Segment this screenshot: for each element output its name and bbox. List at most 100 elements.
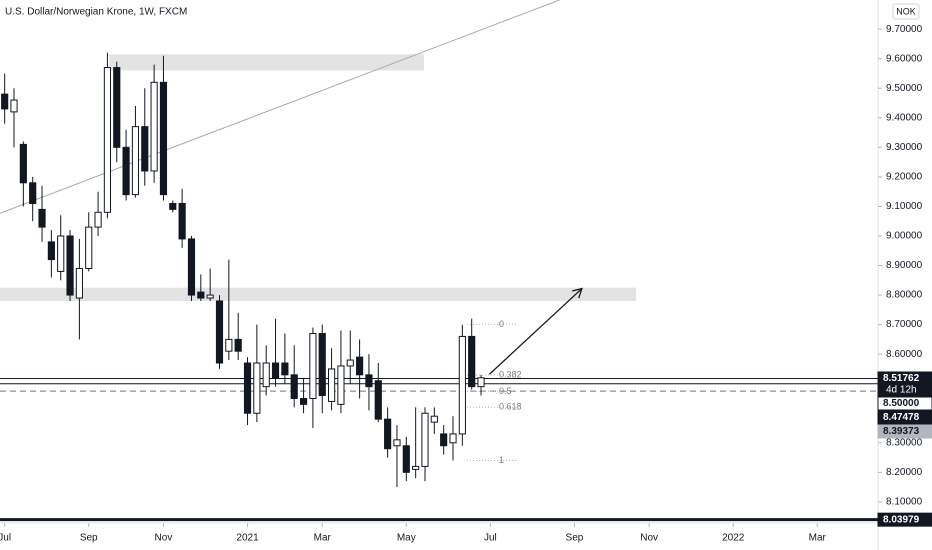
y-tick-label: 9.50000: [886, 83, 923, 94]
y-tick-label: 9.00000: [886, 231, 923, 242]
candle-body: [197, 291, 205, 299]
candle-body: [243, 362, 252, 414]
y-tick-label: 8.90000: [886, 260, 923, 271]
x-tick-label: Sep: [566, 533, 584, 544]
candle-body: [10, 99, 18, 113]
candle-body: [318, 332, 326, 397]
price-label-box: [877, 396, 932, 411]
y-tick-label: 8.20000: [886, 467, 923, 478]
y-tick-label: 9.60000: [886, 53, 923, 64]
candle-body: [253, 362, 261, 414]
candle-body: [225, 338, 233, 352]
price-label-box: [877, 371, 932, 397]
countdown-label: 4d 12h: [886, 385, 917, 396]
candle-body: [430, 415, 438, 423]
candle-body: [412, 465, 420, 470]
candle-body: [187, 238, 196, 296]
fib-label: 0.5: [499, 386, 512, 396]
candle-body: [299, 397, 308, 405]
candle-body: [29, 182, 37, 204]
price-label: 8.39373: [883, 426, 920, 437]
trendline: [0, 0, 560, 214]
y-tick-label: 8.80000: [886, 290, 923, 301]
x-tick-label: 2022: [722, 533, 745, 544]
currency-label: NOK: [896, 6, 916, 16]
candle-body: [141, 126, 149, 172]
candle-body: [346, 359, 354, 367]
zone: [109, 54, 425, 71]
y-tick-label: 9.10000: [886, 201, 923, 212]
fib-label: 0: [499, 319, 504, 329]
fib-label: 1: [499, 455, 504, 465]
candle-body: [281, 362, 289, 376]
fib-label: 0.618: [499, 402, 522, 412]
y-tick-label: 9.20000: [886, 172, 923, 183]
candle-body: [421, 412, 429, 467]
candle-body: [271, 362, 280, 379]
candle-body: [113, 67, 121, 148]
candle-body: [384, 418, 392, 450]
candle-body: [374, 380, 382, 420]
candle-body: [262, 362, 270, 388]
candle-body: [159, 81, 168, 196]
candle-body: [468, 335, 476, 388]
x-tick-label: Nov: [640, 533, 658, 544]
candle-body: [290, 374, 298, 399]
price-label: 8.03979: [883, 514, 920, 525]
candle-body: [19, 143, 27, 184]
candle-body: [356, 356, 364, 376]
chart-title: U.S. Dollar/Norwegian Krone, 1W, FXCM: [5, 7, 187, 18]
candle-body: [75, 267, 83, 299]
candle-body: [57, 235, 65, 272]
price-label-box: [877, 410, 932, 425]
price-label-box: [877, 424, 932, 439]
y-tick-label: 9.30000: [886, 142, 923, 153]
x-tick-label: Jul: [0, 533, 11, 544]
y-tick-label: 9.40000: [886, 112, 923, 123]
candle-body: [337, 365, 345, 405]
price-label: 8.47478: [883, 412, 920, 423]
currency-box[interactable]: [892, 3, 920, 20]
candle-body: [150, 81, 158, 172]
candle-body: [94, 211, 102, 228]
fib-label: 0.382: [499, 370, 522, 380]
candle-body: [103, 67, 111, 213]
candle-body: [206, 294, 214, 299]
candle-body: [328, 368, 336, 402]
price-label: 8.51762: [883, 373, 920, 384]
candle-body: [131, 126, 140, 196]
candle-body: [47, 241, 55, 261]
x-tick-label: Jul: [484, 533, 497, 544]
candle-body: [365, 374, 373, 388]
candle-body: [234, 338, 242, 352]
x-tick-label: Mar: [314, 533, 332, 544]
candle-body: [477, 377, 485, 388]
candle-body: [66, 235, 74, 296]
candle-body: [122, 146, 130, 196]
y-tick-label: 8.30000: [886, 437, 923, 448]
price-label-box: [877, 512, 932, 527]
candle-body: [1, 93, 9, 110]
candle-body: [215, 300, 224, 364]
candle-body: [85, 226, 93, 269]
candle-body: [402, 445, 410, 473]
y-tick-label: 8.70000: [886, 319, 923, 330]
arrow: [488, 288, 583, 375]
x-tick-label: Nov: [155, 533, 173, 544]
x-tick-label: Sep: [80, 533, 98, 544]
candle-body: [309, 332, 317, 399]
price-label: 8.50000: [883, 398, 920, 409]
y-tick-label: 9.70000: [886, 24, 923, 35]
y-tick-label: 8.60000: [886, 349, 923, 360]
y-tick-label: 8.10000: [886, 497, 923, 508]
x-tick-label: May: [397, 533, 416, 544]
zone: [0, 287, 637, 301]
candle-body: [393, 439, 401, 447]
candle-body: [169, 202, 177, 210]
candle-body: [449, 433, 457, 444]
candle-body: [178, 202, 186, 240]
x-tick-label: Mar: [809, 533, 827, 544]
candle-body: [440, 433, 448, 447]
candle-body: [458, 335, 466, 435]
